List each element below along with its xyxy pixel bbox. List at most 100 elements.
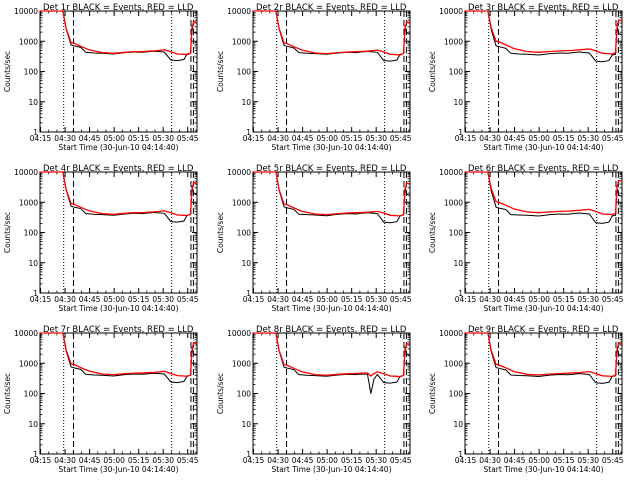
panel-title: Det 1r BLACK = Events, RED = LLD <box>43 3 194 13</box>
detector-panel-5: Det 5r BLACK = Events, RED = LLD 1 10 100 10… <box>216 164 412 313</box>
x-tick-label: 05:00 <box>103 456 125 465</box>
x-tick-label: 05:00 <box>528 295 550 304</box>
y-tick-label: 100 <box>237 229 252 238</box>
x-tick-label: 05:30 <box>577 295 599 304</box>
x-tick-label: 05:30 <box>577 134 599 143</box>
detector-panel-9: Det 9r BLACK = Events, RED = LLD 1 10 100 10… <box>428 325 624 474</box>
x-tick-label: 05:15 <box>341 456 363 465</box>
y-tick-label: 10 <box>241 259 251 268</box>
y-tick-label: 100 <box>237 390 252 399</box>
detector-panel-1: Det 1r BLACK = Events, RED = LLD 1 10 100 10… <box>3 3 199 152</box>
x-axis-label: Start Time (30-Jun-10 04:14:40) <box>484 465 604 474</box>
x-tick-label: 05:15 <box>128 134 150 143</box>
y-tick-label: 1 <box>246 450 251 459</box>
detector-panel-2: Det 2r BLACK = Events, RED = LLD 1 10 100 10… <box>216 3 412 152</box>
x-tick-label: 05:00 <box>316 456 338 465</box>
x-tick-label: 05:15 <box>553 134 575 143</box>
series-line-events <box>253 171 411 224</box>
x-tick-label: 05:30 <box>365 456 387 465</box>
series-line-lld <box>253 332 411 378</box>
y-tick-label: 10 <box>28 420 38 429</box>
panel-title: Det 7r BLACK = Events, RED = LLD <box>43 325 194 335</box>
y-tick-label: 10000 <box>14 168 38 177</box>
y-tick-label: 100 <box>24 229 39 238</box>
y-tick-label: 1000 <box>232 37 251 46</box>
x-tick-label: 05:15 <box>553 456 575 465</box>
x-tick-label: 04:15 <box>243 456 265 465</box>
x-tick-label: 05:00 <box>316 134 338 143</box>
x-tick-label: 04:45 <box>504 295 526 304</box>
y-tick-label: 100 <box>449 390 464 399</box>
detector-panel-4: Det 4r BLACK = Events, RED = LLD 1 10 100 10… <box>3 164 199 313</box>
y-tick-label: 1000 <box>19 359 38 368</box>
y-axis-label: Counts/sec <box>216 51 225 92</box>
x-axis-label: Start Time (30-Jun-10 04:14:40) <box>484 143 604 152</box>
y-tick-label: 1 <box>458 450 463 459</box>
y-axis-label: Counts/sec <box>428 51 437 92</box>
y-tick-label: 1 <box>246 128 251 137</box>
y-tick-label: 10000 <box>439 168 463 177</box>
y-tick-label: 100 <box>449 229 464 238</box>
x-tick-label: 04:30 <box>479 295 501 304</box>
y-tick-label: 100 <box>237 68 252 77</box>
x-tick-label: 05:00 <box>316 295 338 304</box>
panel-title: Det 5r BLACK = Events, RED = LLD <box>256 164 407 174</box>
x-tick-label: 04:15 <box>455 134 477 143</box>
series-line-lld <box>40 171 198 217</box>
x-tick-label: 05:15 <box>341 295 363 304</box>
y-tick-label: 1000 <box>19 198 38 207</box>
x-tick-label: 05:30 <box>152 134 174 143</box>
x-tick-label: 04:30 <box>479 134 501 143</box>
y-tick-label: 1 <box>33 128 38 137</box>
y-tick-label: 1 <box>458 128 463 137</box>
series-line-lld <box>465 10 623 55</box>
x-tick-label: 04:15 <box>30 295 52 304</box>
y-tick-label: 100 <box>449 68 464 77</box>
y-tick-label: 10000 <box>439 329 463 338</box>
y-tick-label: 1000 <box>232 198 251 207</box>
x-tick-label: 04:45 <box>292 295 314 304</box>
panel-title: Det 4r BLACK = Events, RED = LLD <box>43 164 194 174</box>
x-tick-label: 05:30 <box>152 456 174 465</box>
x-tick-label: 05:45 <box>177 456 199 465</box>
series-line-lld <box>40 10 198 56</box>
x-tick-label: 04:15 <box>455 295 477 304</box>
y-tick-label: 10 <box>453 259 463 268</box>
y-axis-label: Counts/sec <box>3 212 12 253</box>
panel-title: Det 3r BLACK = Events, RED = LLD <box>468 3 619 13</box>
series-line-lld <box>253 10 411 56</box>
y-tick-label: 1000 <box>19 37 38 46</box>
y-tick-label: 100 <box>24 390 39 399</box>
x-tick-label: 05:15 <box>128 295 150 304</box>
detector-panel-8: Det 8r BLACK = Events, RED = LLD 1 10 100 10… <box>216 325 412 474</box>
x-tick-label: 04:45 <box>79 134 101 143</box>
x-axis-label: Start Time (30-Jun-10 04:14:40) <box>59 304 179 313</box>
y-tick-label: 1000 <box>444 37 463 46</box>
panel-title: Det 8r BLACK = Events, RED = LLD <box>256 325 407 335</box>
x-tick-label: 04:30 <box>267 134 289 143</box>
x-tick-label: 04:30 <box>54 295 76 304</box>
y-axis-label: Counts/sec <box>428 212 437 253</box>
series-line-events <box>465 171 623 224</box>
y-tick-label: 1 <box>33 289 38 298</box>
x-tick-label: 04:30 <box>54 134 76 143</box>
y-tick-label: 10 <box>241 98 251 107</box>
x-tick-label: 04:45 <box>292 456 314 465</box>
x-axis-label: Start Time (30-Jun-10 04:14:40) <box>484 304 604 313</box>
x-tick-label: 04:45 <box>504 134 526 143</box>
series-line-lld <box>253 171 411 217</box>
x-tick-label: 04:15 <box>30 134 52 143</box>
x-tick-label: 05:45 <box>602 295 624 304</box>
detector-panel-7: Det 7r BLACK = Events, RED = LLD 1 10 100 10… <box>3 325 199 474</box>
panel-title: Det 9r BLACK = Events, RED = LLD <box>468 325 619 335</box>
y-axis-label: Counts/sec <box>216 212 225 253</box>
x-axis-label: Start Time (30-Jun-10 04:14:40) <box>59 143 179 152</box>
y-tick-label: 1000 <box>444 198 463 207</box>
panel-title: Det 2r BLACK = Events, RED = LLD <box>256 3 407 13</box>
y-tick-label: 10000 <box>227 7 251 16</box>
series-line-lld <box>40 332 198 377</box>
x-tick-label: 05:45 <box>177 295 199 304</box>
x-tick-label: 05:15 <box>553 295 575 304</box>
x-axis-label: Start Time (30-Jun-10 04:14:40) <box>272 143 392 152</box>
